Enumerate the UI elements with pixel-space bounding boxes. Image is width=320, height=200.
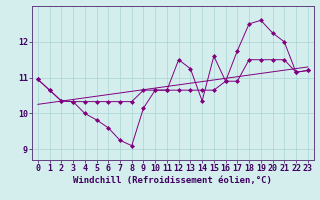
X-axis label: Windchill (Refroidissement éolien,°C): Windchill (Refroidissement éolien,°C) xyxy=(73,176,272,185)
